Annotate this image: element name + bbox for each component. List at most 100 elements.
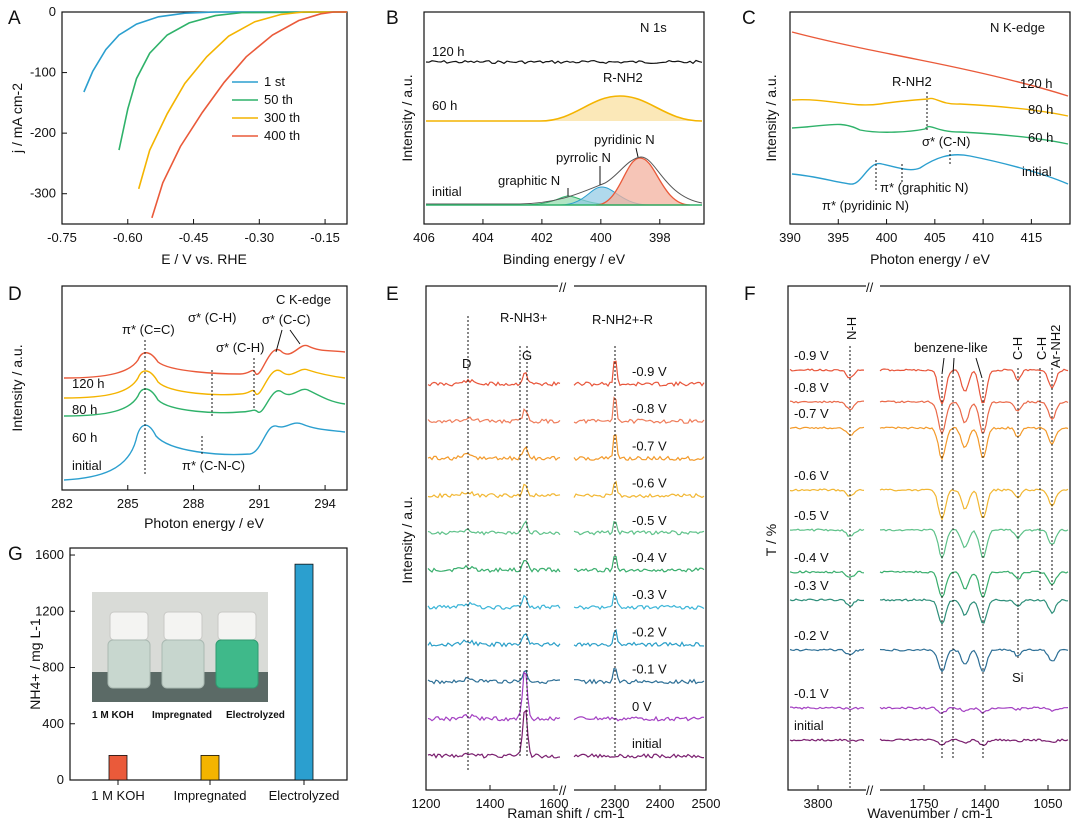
series-label: -0.4 V: [794, 550, 829, 565]
peak-label: σ* (C-H): [188, 310, 236, 325]
series-label: -0.8 V: [794, 380, 829, 395]
x-tick-label: 291: [248, 496, 270, 511]
plot-frame: [789, 11, 1071, 225]
peak-label: pyrrolic N: [556, 150, 611, 165]
peak-label: R-NH2: [892, 74, 932, 89]
x-tick-label: 395: [827, 230, 849, 245]
x-tick-label: 288: [183, 496, 205, 511]
category-label: Electrolyzed: [269, 788, 340, 803]
series-label: -0.6 V: [794, 468, 829, 483]
x-tick-label: 1050: [1034, 796, 1063, 811]
photo-label: Electrolyzed: [226, 710, 285, 721]
series-label: 60 h: [72, 430, 97, 445]
spectrum-line: [427, 559, 561, 573]
panel-letter: F: [744, 284, 756, 305]
x-tick-label: -0.30: [244, 230, 274, 245]
x-tick-label: 405: [924, 230, 946, 245]
x-tick-label: 3800: [804, 796, 833, 811]
series-label: 80 h: [72, 402, 97, 417]
panel-title: N 1s: [640, 20, 667, 35]
x-tick-label: 1200: [412, 796, 441, 811]
y-axis-label: T / %: [763, 524, 779, 556]
series-line: [151, 11, 347, 219]
peak-fill-rnh2: [426, 96, 702, 121]
envelope-line: [426, 156, 703, 205]
spectrum-line: [879, 400, 1069, 436]
series-line-80h: [791, 97, 1069, 117]
vial-cap: [163, 611, 203, 641]
panel-letter: A: [8, 8, 21, 29]
spectrum-line: [789, 648, 865, 656]
peak-label: Si: [1012, 670, 1024, 685]
vial-3: [215, 611, 259, 689]
peak-label: σ* (C-N): [922, 134, 970, 149]
vial-2: [161, 611, 205, 689]
category-label: Impregnated: [174, 788, 247, 803]
peak-label: Ar-NH2: [1048, 325, 1063, 368]
series-label: -0.9 V: [632, 364, 667, 379]
bar: [294, 563, 314, 781]
spectrum-line: [573, 715, 705, 722]
x-tick-label: 1600: [540, 796, 569, 811]
spectrum-line: [790, 706, 865, 711]
spectrum-line: [427, 633, 561, 648]
spectrum-line: [427, 669, 561, 685]
legend-label: 300 th: [264, 110, 300, 125]
x-tick-label: 1400: [476, 796, 505, 811]
axis-break-mark: //: [559, 280, 567, 295]
peak-label: C-H: [1034, 337, 1049, 360]
x-tick-label: 406: [413, 230, 435, 245]
vial-cap: [217, 611, 257, 641]
y-tick-label: 0: [49, 4, 56, 19]
spectrum-line: [427, 408, 561, 425]
annotation-arrow: [275, 329, 283, 353]
peak-label: π* (C-N-C): [182, 458, 245, 473]
x-axis-label: Binding energy / eV: [503, 251, 626, 267]
panel-f: F // // -0.9 V -0.8 V -0.7 V -0.6 V -0.5 V -0…: [744, 280, 1071, 821]
series-label: 0 V: [632, 699, 652, 714]
series-line-80h: [63, 368, 346, 399]
axis-break-mark: //: [559, 783, 567, 798]
x-tick-label: 415: [1021, 230, 1043, 245]
spectrum-line: [880, 528, 1069, 560]
spectrum-line: [573, 592, 705, 611]
x-axis-label: Photon energy / eV: [870, 251, 991, 267]
category-label: 1 M KOH: [91, 788, 144, 803]
x-tick-label: 402: [531, 230, 553, 245]
spectrum-line: [879, 368, 1069, 406]
series-line-60h: [63, 388, 346, 417]
series-label: 120 h: [432, 44, 465, 59]
axis-break: [866, 282, 880, 292]
vial-liquid: [107, 639, 151, 689]
panel-letter: E: [386, 284, 399, 305]
y-axis-label: j / mA cm-2: [9, 83, 25, 154]
series-label: -0.5 V: [794, 508, 829, 523]
series-label: initial: [72, 458, 102, 473]
spectrum-line: [573, 753, 704, 759]
plot-frame: [61, 285, 348, 491]
x-tick-label: 2500: [692, 796, 721, 811]
photo-label: 1 M KOH: [92, 710, 134, 721]
series-line-initial: [791, 154, 1069, 185]
peak-label: π* (pyridinic N): [822, 198, 909, 213]
spectrum-line: [573, 520, 705, 536]
x-axis-label: Wavenumber / cm-1: [867, 805, 993, 821]
panel-letter: D: [8, 284, 22, 305]
spectrum-line: [427, 372, 561, 387]
axis-break-mark: //: [866, 783, 874, 798]
x-tick-label: 410: [972, 230, 994, 245]
spectrum-line: [789, 426, 865, 436]
spectrum-line: [427, 519, 561, 536]
spectrum-line: [789, 368, 865, 379]
panel-title: N K-edge: [990, 20, 1045, 35]
x-tick-label: 285: [117, 496, 139, 511]
y-tick-label: 1600: [35, 547, 64, 562]
y-tick-label: -100: [30, 65, 56, 80]
x-axis-label: Raman shift / cm-1: [507, 805, 625, 821]
x-tick-label: 400: [876, 230, 898, 245]
series-line-60h: [791, 123, 1069, 145]
peak-label: C-H: [1010, 337, 1025, 360]
spectrum-line: [789, 738, 865, 742]
spectrum-line: [789, 598, 865, 608]
x-tick-label: 2400: [646, 796, 675, 811]
